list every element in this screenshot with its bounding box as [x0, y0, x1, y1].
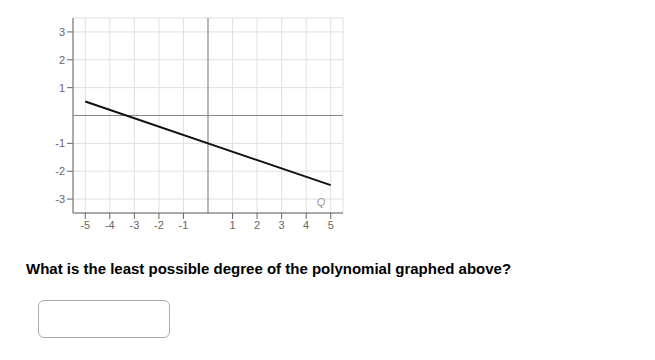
svg-text:5: 5 — [328, 219, 334, 231]
svg-text:3: 3 — [279, 219, 285, 231]
svg-text:2: 2 — [59, 54, 65, 66]
svg-text:1: 1 — [59, 82, 65, 94]
svg-text:-2: -2 — [55, 165, 65, 177]
svg-text:-3: -3 — [55, 193, 65, 205]
svg-text:3: 3 — [59, 26, 65, 38]
svg-text:-4: -4 — [105, 219, 115, 231]
svg-text:2: 2 — [254, 219, 260, 231]
html-text:What is the least possible deg: What is the least possible degree of the… — [26, 260, 512, 277]
svg-text:4: 4 — [303, 219, 309, 231]
svg-text:-1: -1 — [55, 137, 65, 149]
svg-text:-1: -1 — [179, 219, 189, 231]
svg-text:-5: -5 — [80, 219, 90, 231]
svg-text:1: 1 — [229, 219, 235, 231]
svg-text:Q: Q — [317, 196, 326, 208]
svg-text:-3: -3 — [129, 219, 139, 231]
svg-text:-2: -2 — [154, 219, 164, 231]
